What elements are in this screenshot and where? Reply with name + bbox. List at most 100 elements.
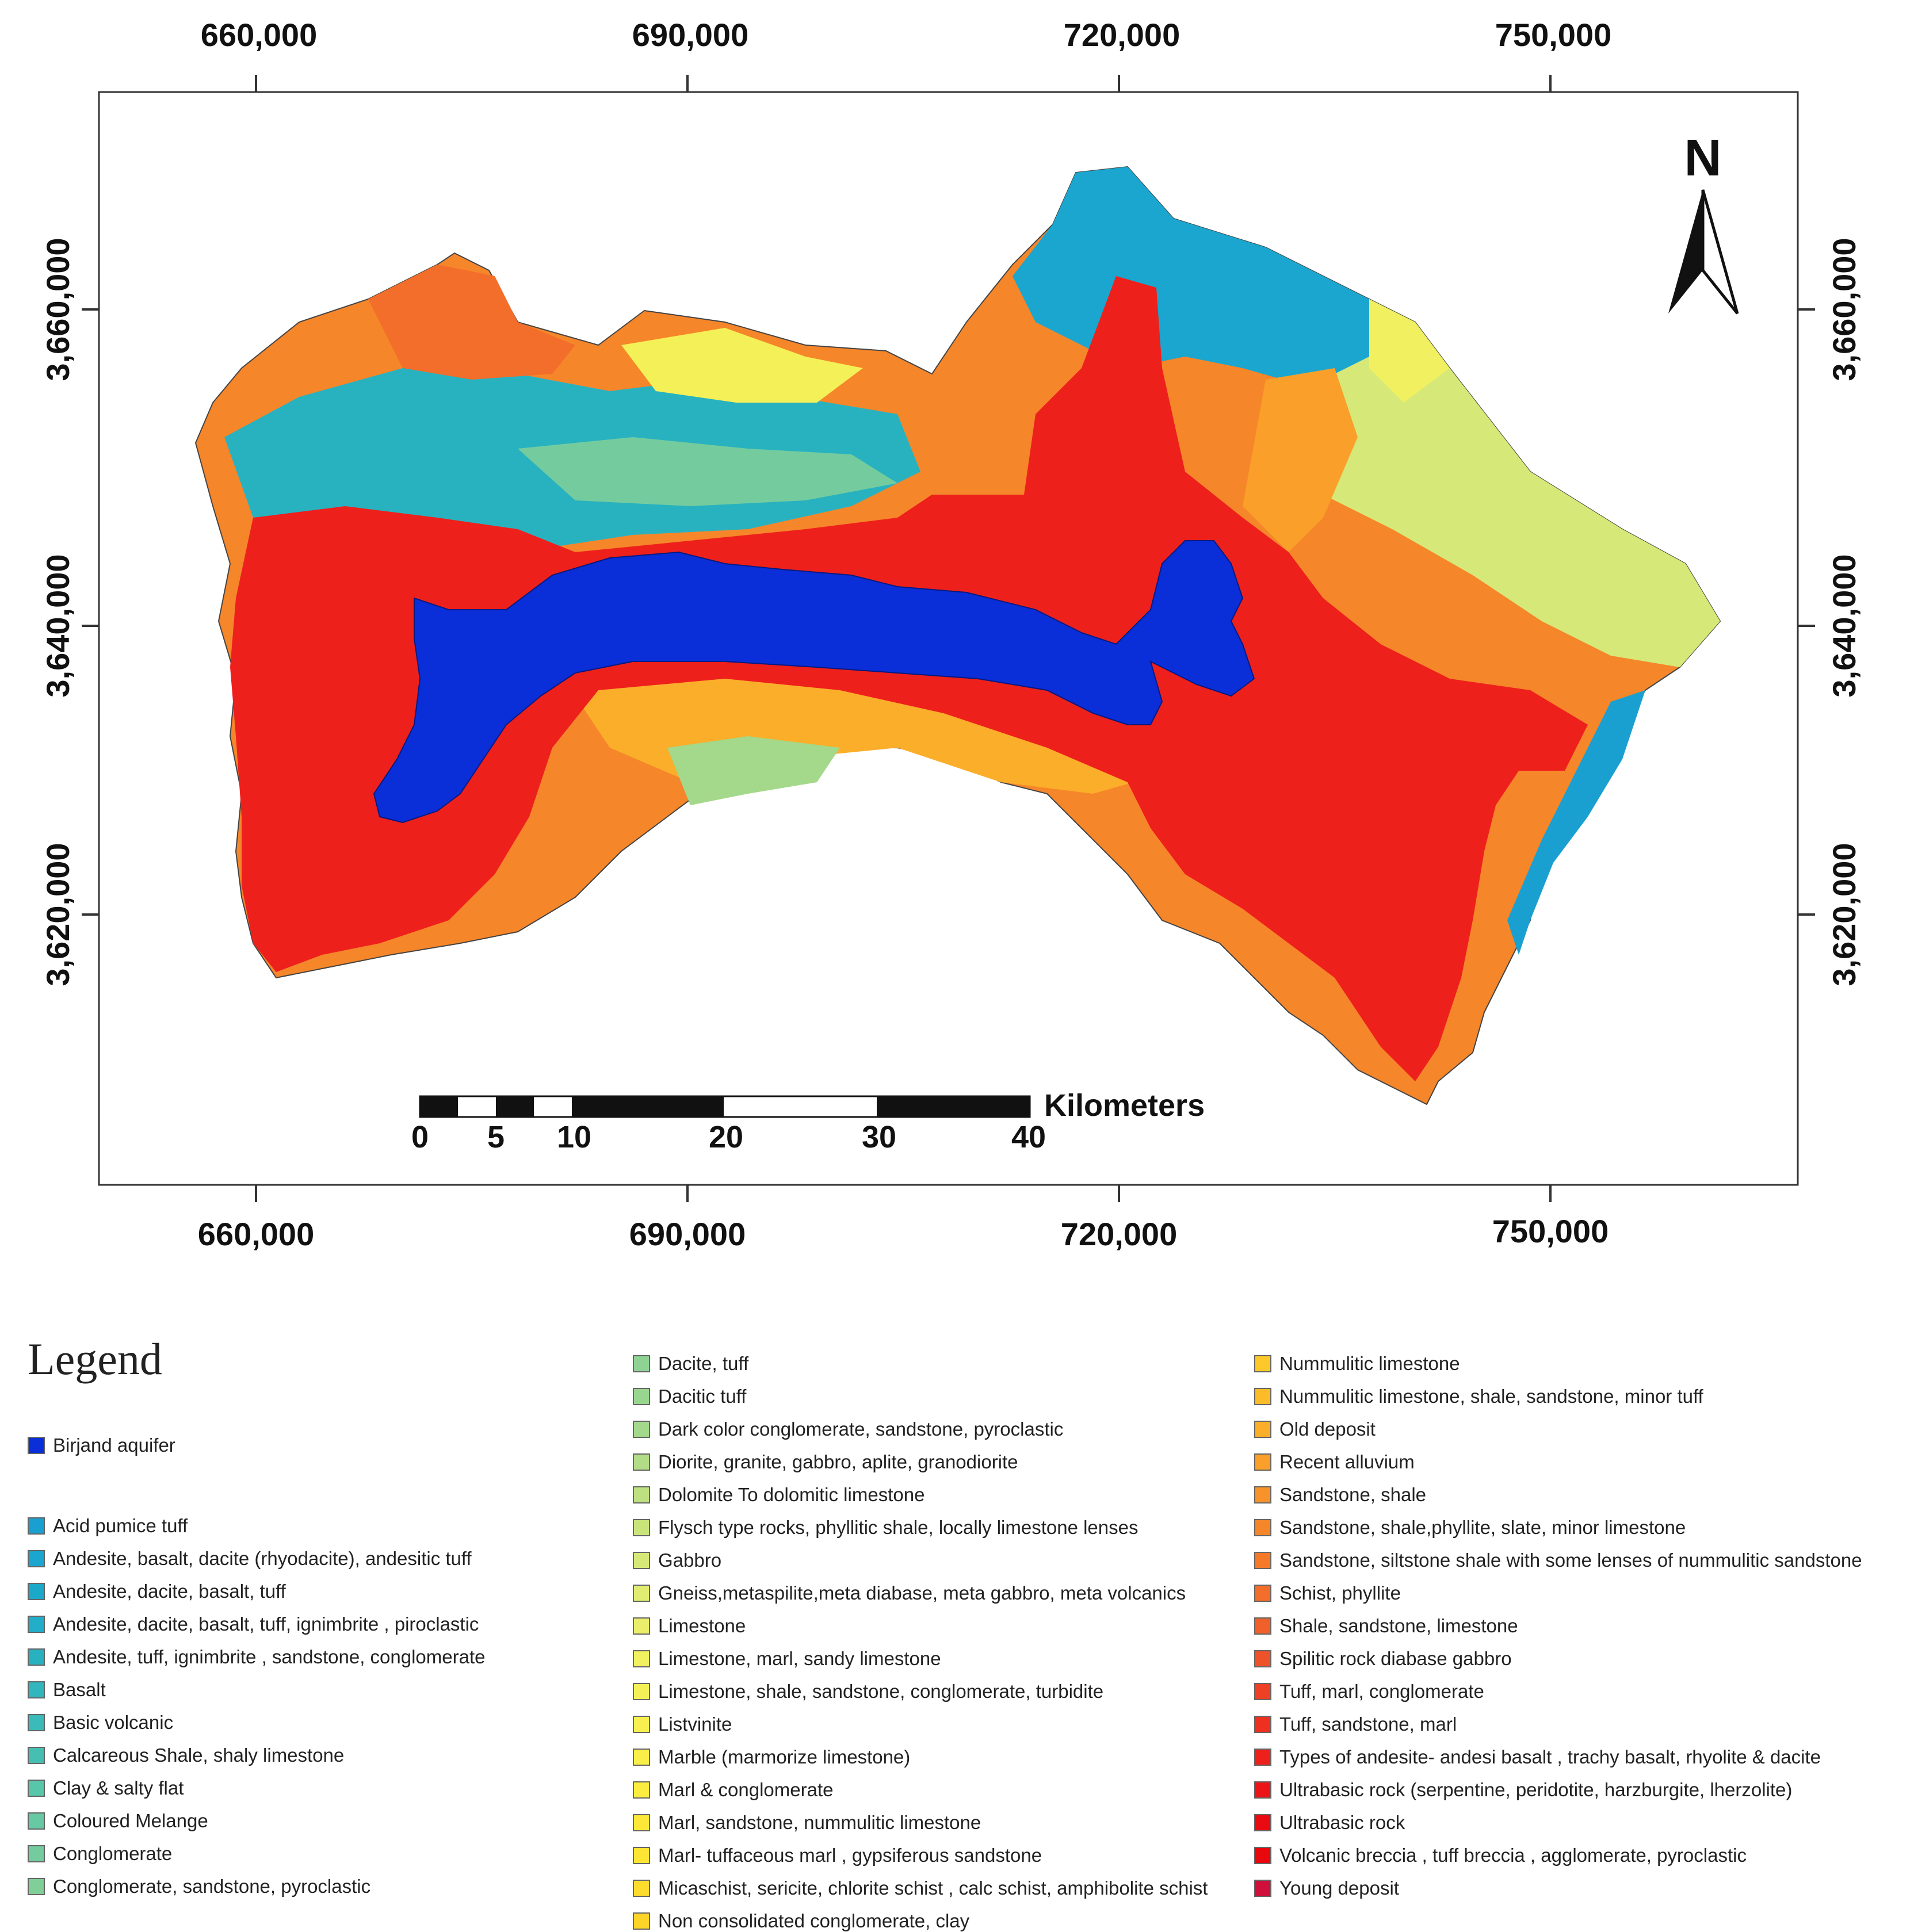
legend-item: Ultrabasic rock (serpentine, peridotite,… [1254,1779,1792,1801]
scale-tick-label: 40 [1011,1120,1046,1154]
legend-item: Dolomite To dolomitic limestone [633,1484,924,1506]
legend-label: Diorite, granite, gabbro, aplite, granod… [658,1451,1018,1472]
legend-item: Shale, sandstone, limestone [1254,1615,1518,1637]
legend-label: Coloured Melange [53,1810,208,1831]
x-tick-label-top: 750,000 [1495,17,1611,53]
legend-swatch [1254,1388,1271,1405]
legend-label: Andesite, tuff, ignimbrite , sandstone, … [53,1646,486,1667]
legend-item: Young deposit [1254,1877,1399,1899]
legend-label: Marble (marmorize limestone) [658,1746,911,1768]
legend-item: Nummulitic limestone [1254,1353,1460,1375]
legend-swatch [633,1617,650,1635]
scale-tick-label: 10 [557,1120,591,1154]
legend-item: Sandstone, shale [1254,1484,1426,1506]
legend-swatch [28,1616,45,1633]
legend-item: Sandstone, shale,phyllite, slate, minor … [1254,1517,1686,1539]
legend-label: Basalt [53,1679,106,1700]
legend-item: Gabbro [633,1550,721,1571]
legend-swatch [633,1880,650,1897]
x-tick-label-bottom: 750,000 [1492,1213,1609,1249]
legend-label: Dolomite To dolomitic limestone [658,1484,925,1505]
legend-label: Dacitic tuff [658,1386,747,1407]
x-tick-label-bottom: 690,000 [629,1216,746,1252]
y-tick-label-left: 3,640,000 [40,554,76,697]
legend-swatch [28,1780,45,1797]
legend-label: Listvinite [658,1713,732,1735]
legend-swatch [633,1781,650,1799]
legend-item: Marl & conglomerate [633,1779,833,1801]
legend-label: Nummulitic limestone, shale, sandstone, … [1279,1386,1703,1407]
legend-label: Volcanic breccia , tuff breccia , agglom… [1279,1845,1747,1866]
y-tick-label-left: 3,660,000 [40,238,76,381]
legend-swatch [633,1683,650,1700]
legend-label: Flysch type rocks, phyllitic shale, loca… [658,1517,1139,1538]
legend-label: Non consolidated conglomerate, clay [658,1910,970,1931]
legend-swatch [633,1912,650,1930]
legend-label: Andesite, basalt, dacite (rhyodacite), a… [53,1548,472,1569]
legend-label: Limestone, shale, sandstone, conglomerat… [658,1681,1104,1702]
legend-swatch [633,1421,650,1438]
legend-label: Ultrabasic rock (serpentine, peridotite,… [1279,1779,1793,1800]
legend-swatch [1254,1519,1271,1536]
legend-swatch [633,1486,650,1503]
legend-label: Tuff, sandstone, marl [1279,1713,1457,1735]
legend-label: Sandstone, shale [1279,1484,1427,1505]
legend-swatch [1254,1781,1271,1799]
legend-label: Tuff, marl, conglomerate [1279,1681,1484,1702]
legend-item: Conglomerate [28,1843,172,1865]
legend-item: Gneiss,metaspilite,meta diabase, meta ga… [633,1582,1186,1604]
legend-swatch [633,1552,650,1569]
legend-title: Legend [28,1334,162,1384]
legend-label: Limestone, marl, sandy limestone [658,1648,941,1669]
legend-swatch [1254,1585,1271,1602]
legend-label: Andesite, dacite, basalt, tuff [53,1581,286,1602]
red-volcanic-zone [230,276,1588,1081]
legend-label: Marl, sandstone, nummulitic limestone [658,1812,981,1833]
legend-swatch [633,1749,650,1766]
legend-swatch [1254,1880,1271,1897]
legend-swatch [28,1550,45,1567]
legend-swatch [28,1648,45,1666]
cyan-zone-east-edge [1507,690,1645,955]
legend-item: Sandstone, siltstone shale with some len… [1254,1550,1862,1571]
legend-swatch [1254,1421,1271,1438]
legend-item: Flysch type rocks, phyllitic shale, loca… [633,1517,1139,1539]
legend-item: Tuff, marl, conglomerate [1254,1681,1484,1703]
legend-label: Clay & salty flat [53,1777,184,1799]
legend-item: Andesite, basalt, dacite (rhyodacite), a… [28,1548,472,1570]
x-tick-label-top: 720,000 [1064,17,1180,53]
legend-item: Andesite, dacite, basalt, tuff, ignimbri… [28,1613,479,1635]
legend-item: Tuff, sandstone, marl [1254,1713,1457,1735]
yellow-green-zone-east [1277,357,1720,667]
green-zone-north [518,437,897,506]
legend-label: Acid pumice tuff [53,1515,188,1536]
legend-label: Limestone [658,1615,746,1636]
legend-item: Old deposit [1254,1418,1376,1440]
scale-unit-label: Kilometers [1044,1088,1205,1123]
legend-swatch [1254,1355,1271,1372]
yellow-zone-north [621,328,863,403]
legend-swatch [633,1453,650,1471]
legend-item: Ultrabasic rock [1254,1812,1405,1834]
y-tick-label-right: 3,660,000 [1826,238,1862,381]
legend-label: Gneiss,metaspilite,meta diabase, meta ga… [658,1582,1186,1604]
legend-item: Recent alluvium [1254,1451,1415,1473]
legend-swatch [633,1585,650,1602]
scale-tick-label: 5 [487,1120,505,1154]
legend-item: Volcanic breccia , tuff breccia , agglom… [1254,1845,1747,1866]
scale-tick-label: 0 [411,1120,429,1154]
legend-label: Marl & conglomerate [658,1779,834,1800]
legend-item: Dacitic tuff [633,1386,746,1407]
legend-swatch [1254,1847,1271,1864]
legend-item: Diorite, granite, gabbro, aplite, granod… [633,1451,1018,1473]
legend-item: Andesite, dacite, basalt, tuff [28,1581,286,1602]
legend-swatch [28,1845,45,1862]
x-tick-label-bottom: 660,000 [198,1216,314,1252]
legend-item: Marble (marmorize limestone) [633,1746,910,1768]
legend-swatch [633,1355,650,1372]
legend-swatch [1254,1716,1271,1733]
legend-item: Nummulitic limestone, shale, sandstone, … [1254,1386,1703,1407]
legend-label: Birjand aquifer [53,1434,175,1456]
north-arrow-icon: N [1668,129,1739,315]
legend-label: Gabbro [658,1550,722,1571]
